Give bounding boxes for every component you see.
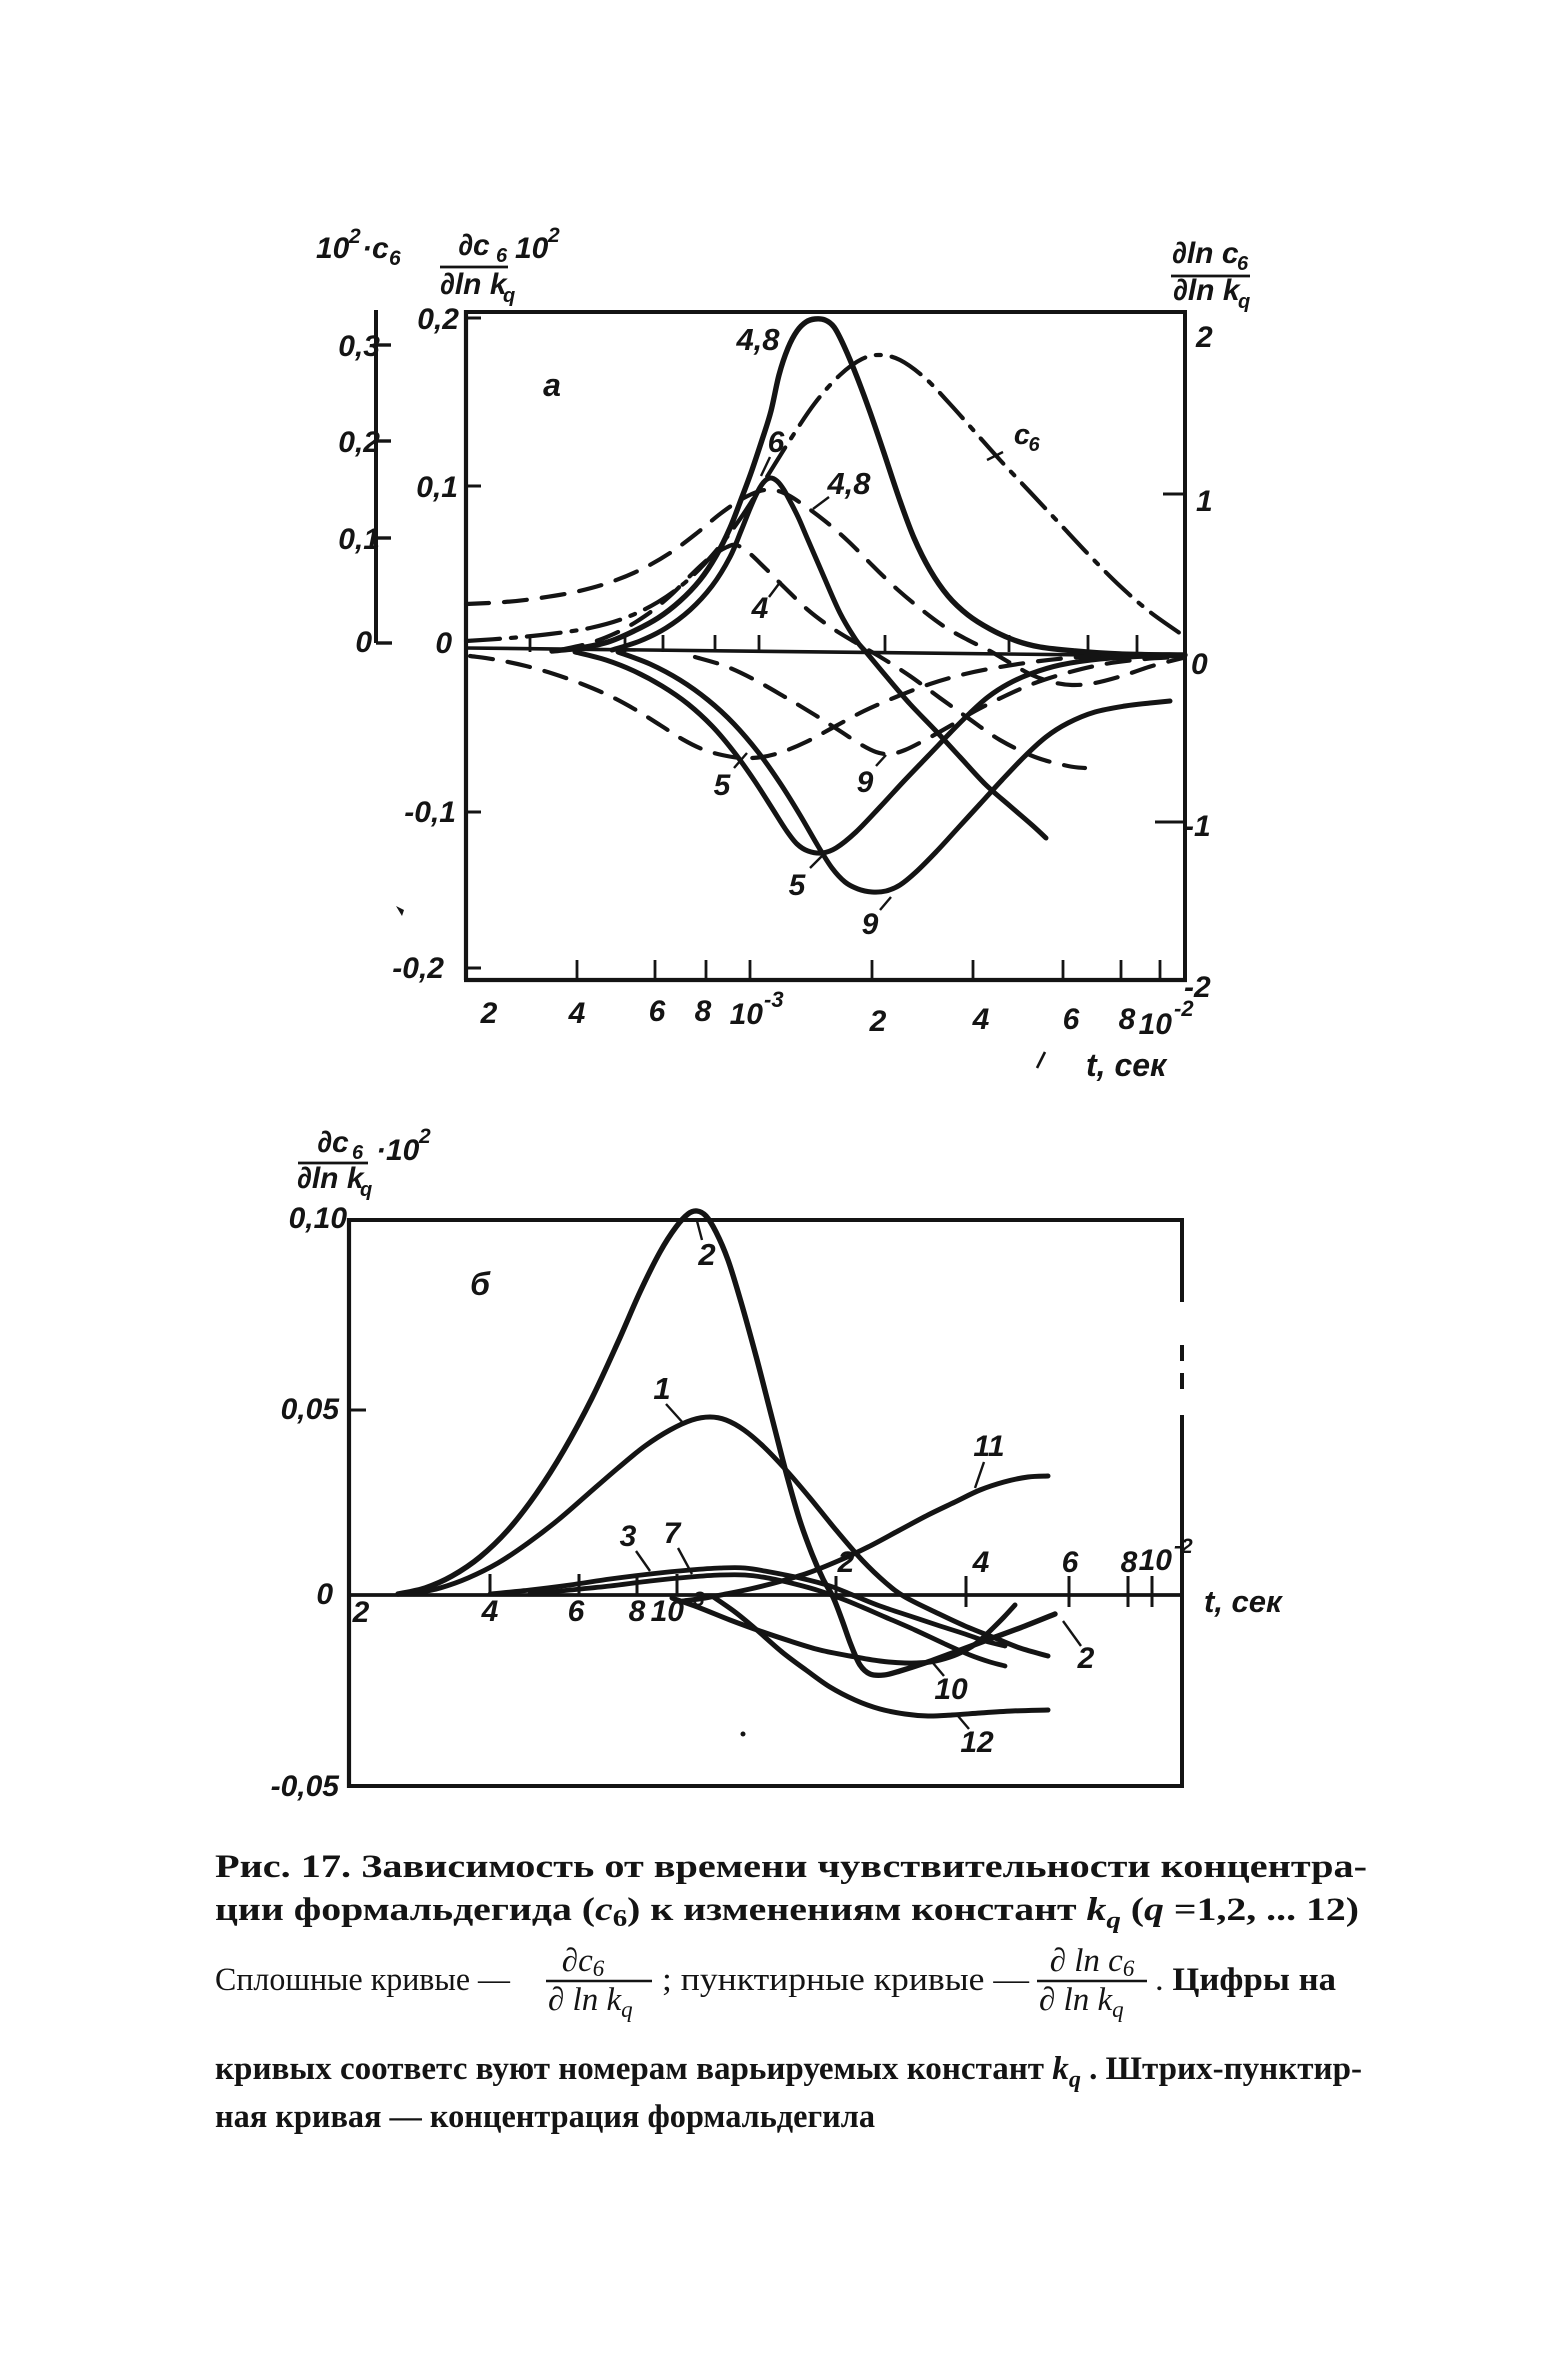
svg-text:0,2: 0,2 — [338, 426, 380, 459]
svg-text:10: 10 — [1139, 1008, 1173, 1041]
svg-text:. Цифры на: . Цифры на — [1155, 1962, 1336, 1998]
svg-text:ции формальдегида (с6) к измен: ции формальдегида (с 6) к изменениям конс… — [215, 1892, 1359, 1934]
svg-text:9: 9 — [862, 908, 879, 941]
svg-text:6: 6 — [649, 995, 666, 1028]
svg-text:0: 0 — [316, 1578, 333, 1611]
svg-text:0,1: 0,1 — [338, 523, 380, 556]
svg-text:0,1: 0,1 — [416, 471, 458, 504]
svg-text:0,3: 0,3 — [338, 330, 380, 363]
svg-text:-2: -2 — [1174, 1535, 1193, 1558]
svg-text:10: 10 — [316, 232, 350, 265]
svg-text:6: 6 — [496, 245, 508, 267]
svg-text:-0,05: -0,05 — [271, 1770, 341, 1803]
svg-text:∂ ln c6: ∂ ln c6 — [1050, 1943, 1135, 1981]
svg-text:6: 6 — [389, 247, 401, 270]
svg-text:2: 2 — [348, 225, 361, 248]
svg-text:10: 10 — [1139, 1544, 1173, 1577]
svg-text:6: 6 — [1062, 1546, 1079, 1579]
svg-text:3: 3 — [620, 1520, 637, 1553]
svg-text:∂c: ∂c — [317, 1126, 349, 1159]
svg-text:4: 4 — [481, 1595, 499, 1628]
svg-text:0: 0 — [355, 626, 372, 659]
svg-text:2: 2 — [480, 997, 498, 1030]
svg-text:·10: ·10 — [376, 1134, 420, 1167]
svg-text:1: 1 — [653, 1371, 670, 1406]
svg-text:2: 2 — [1195, 321, 1213, 354]
svg-text:-0,2: -0,2 — [392, 952, 444, 985]
svg-text:2: 2 — [547, 224, 560, 247]
svg-text:5: 5 — [789, 869, 807, 902]
svg-text:q: q — [503, 285, 515, 307]
svg-text:6: 6 — [1028, 434, 1040, 456]
svg-text:Рис. 17. Зависимость от времен: Рис. 17. Зависимость от времени чувствит… — [215, 1849, 1367, 1885]
svg-text:t, сек: t, сек — [1086, 1047, 1168, 1083]
svg-text:-3: -3 — [764, 987, 784, 1012]
svg-text:∂ ln kq: ∂ ln kq — [548, 1982, 633, 2022]
svg-text:4: 4 — [972, 1003, 990, 1036]
svg-text:-2: -2 — [1184, 971, 1211, 1004]
svg-text:6: 6 — [1063, 1003, 1080, 1036]
svg-text:4: 4 — [751, 592, 769, 625]
svg-text:c: c — [1014, 419, 1030, 451]
svg-text:0,10: 0,10 — [289, 1202, 348, 1235]
svg-text:кривых соответс вуют номерам в: кривых соответс вуют номерам варьируемых… — [215, 2051, 1362, 2093]
svg-text:10: 10 — [730, 998, 764, 1031]
svg-text:10: 10 — [515, 232, 549, 265]
svg-text:2: 2 — [1077, 1642, 1095, 1675]
svg-text:-0,1: -0,1 — [404, 796, 456, 829]
svg-text:0: 0 — [1191, 648, 1208, 681]
svg-text:∂ln k: ∂ln k — [440, 268, 508, 301]
svg-text:·c: ·c — [362, 232, 389, 265]
svg-text:-2: -2 — [1174, 996, 1194, 1021]
svg-text:6: 6 — [1237, 253, 1249, 275]
svg-text:4: 4 — [568, 997, 586, 1030]
svg-text:-1: -1 — [1184, 810, 1211, 843]
svg-text:∂ln k: ∂ln k — [297, 1162, 365, 1195]
svg-text:6: 6 — [568, 1595, 585, 1628]
svg-text:; пунктирные кривые —: ; пунктирные кривые — — [662, 1962, 1030, 1998]
svg-text:8: 8 — [695, 995, 712, 1028]
svg-text:6: 6 — [768, 426, 785, 459]
svg-text:∂ln c: ∂ln c — [1172, 237, 1239, 270]
svg-text:2: 2 — [418, 1125, 431, 1148]
svg-text:q: q — [1238, 291, 1250, 313]
svg-text:10: 10 — [934, 1673, 968, 1706]
svg-text:б: б — [470, 1266, 491, 1302]
svg-text:Сплошные кривые —: Сплошные кривые — — [215, 1962, 511, 1998]
svg-text:8: 8 — [629, 1595, 646, 1628]
svg-text:6: 6 — [352, 1142, 364, 1164]
svg-text:0,2: 0,2 — [417, 303, 459, 336]
svg-text:4,8: 4,8 — [735, 322, 780, 357]
svg-text:0,05: 0,05 — [281, 1393, 341, 1426]
svg-text:∂ ln kq: ∂ ln kq — [1039, 1982, 1124, 2022]
svg-text:2: 2 — [697, 1237, 715, 1272]
svg-text:t, сек: t, сек — [1204, 1584, 1283, 1619]
svg-text:1: 1 — [1196, 485, 1213, 518]
svg-text:7: 7 — [664, 1517, 682, 1550]
svg-text:5: 5 — [714, 769, 732, 802]
svg-text:∂c: ∂c — [458, 229, 490, 262]
svg-text:0: 0 — [435, 627, 452, 660]
svg-text:ная кривая — концентрация форм: ная кривая — концентрация формальдегила — [215, 2099, 875, 2135]
svg-text:4: 4 — [972, 1546, 990, 1579]
svg-text:2: 2 — [352, 1596, 370, 1629]
svg-text:9: 9 — [857, 766, 874, 799]
svg-text:a: a — [543, 367, 561, 403]
svg-text:12: 12 — [960, 1726, 994, 1759]
svg-text:8: 8 — [1119, 1003, 1136, 1036]
svg-text:8: 8 — [1121, 1546, 1138, 1579]
svg-text:2: 2 — [869, 1005, 887, 1038]
svg-text:11: 11 — [973, 1430, 1004, 1463]
svg-text:q: q — [360, 1179, 372, 1201]
svg-text:∂ln k: ∂ln k — [1173, 274, 1241, 307]
svg-text:4,8: 4,8 — [826, 466, 871, 501]
